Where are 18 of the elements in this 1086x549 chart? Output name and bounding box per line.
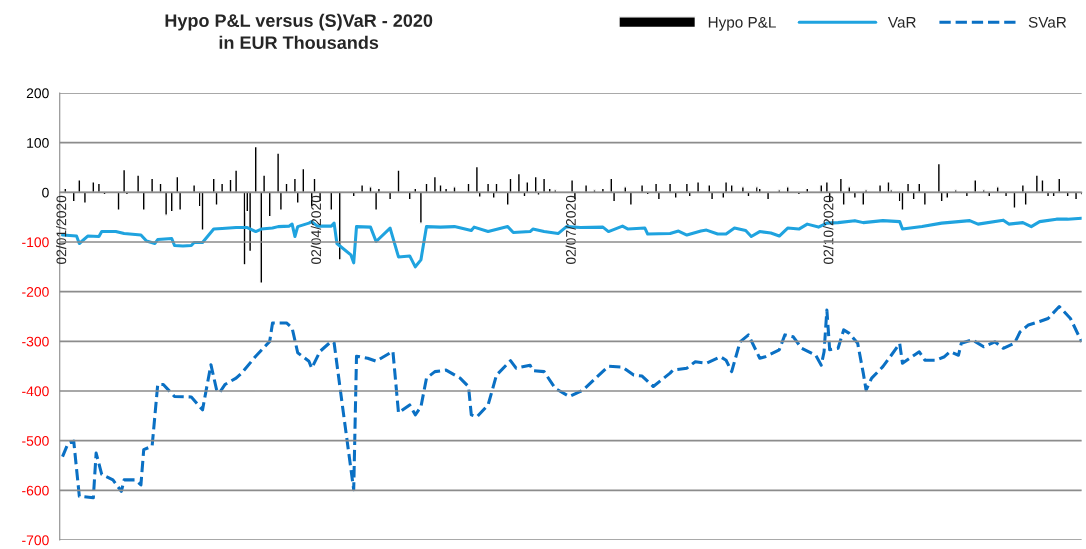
y-tick-label: 100	[27, 138, 49, 148]
y-tick-label: -400	[22, 386, 49, 397]
y-tick-label: -100	[22, 237, 49, 248]
x-tick-label: 02/10/2020	[823, 195, 834, 265]
x-tick-label: 02/01/2020	[56, 195, 67, 265]
y-tick-label: -200	[22, 287, 49, 297]
chart-title: Hypo P&L versus (S)VaR - 2020 in EUR Thousands	[165, 13, 433, 50]
x-tick-label: 02/04/2020	[310, 195, 322, 265]
legend-label: Hypo P&L	[708, 17, 776, 31]
y-tick-label: -300	[22, 336, 49, 347]
x-tick-label: 02/07/2020	[565, 195, 576, 265]
legend-label: SVaR	[1028, 16, 1067, 28]
y-tick-label: 0	[42, 187, 49, 198]
legend-label: VaR	[887, 17, 916, 28]
y-tick-label: -700	[22, 535, 49, 546]
y-tick-label: -500	[22, 436, 49, 446]
y-tick-label: -600	[22, 485, 49, 496]
y-tick-label: 200	[26, 88, 49, 99]
